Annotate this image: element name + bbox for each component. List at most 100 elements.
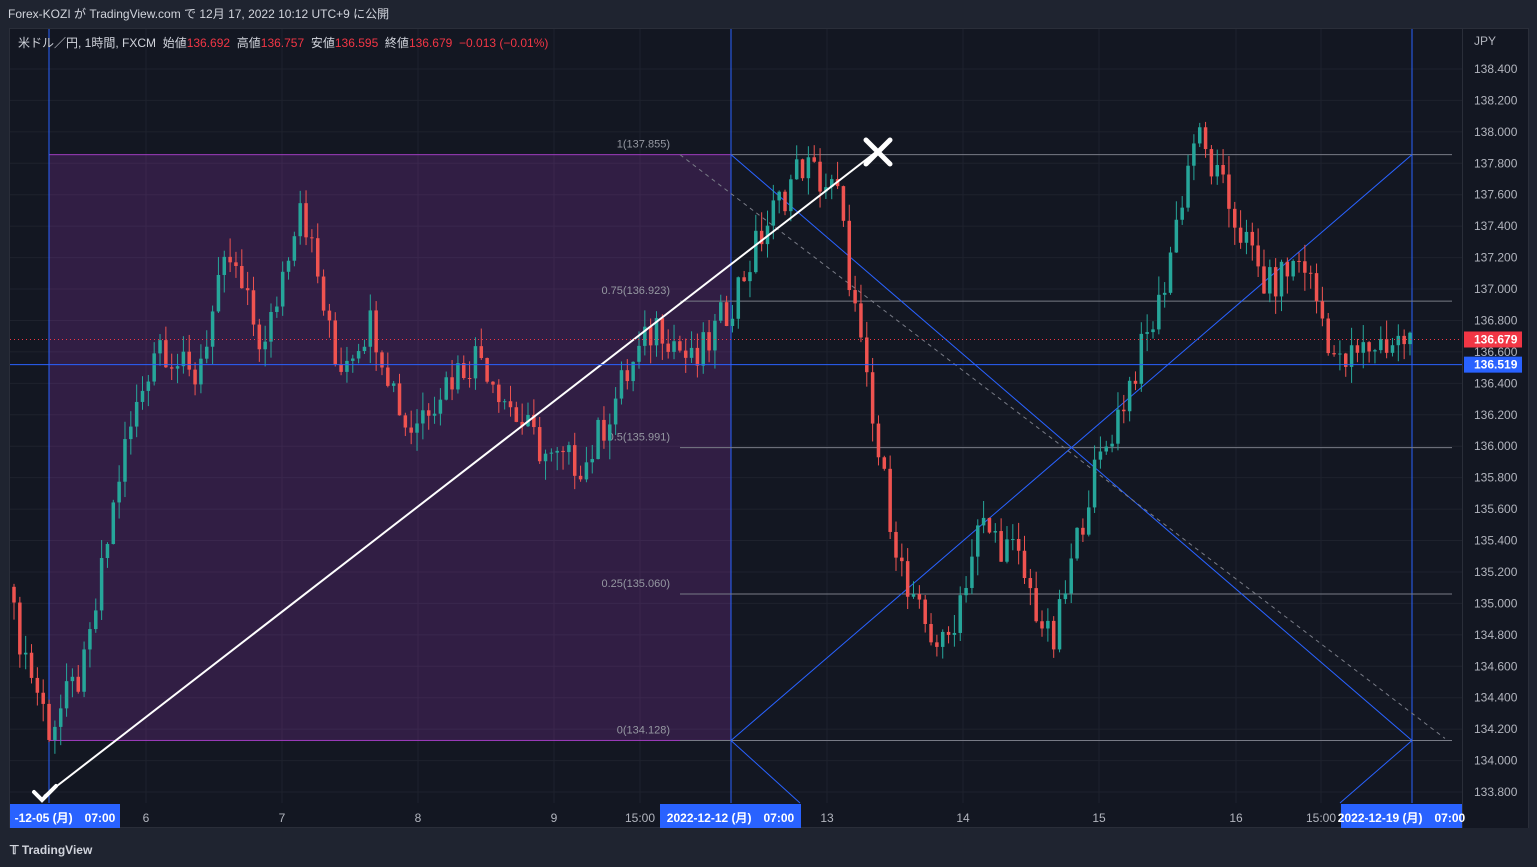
x-tick-label: 15:00 — [625, 811, 655, 825]
y-tick-label: 133.800 — [1474, 785, 1518, 799]
candle-body — [53, 726, 57, 740]
candle-body — [333, 320, 338, 365]
candle-body — [1133, 380, 1138, 384]
candle-body — [742, 277, 746, 282]
candle-body — [952, 632, 957, 635]
candle-body — [643, 326, 647, 346]
x-tick-label: 13 — [820, 811, 834, 825]
candle-body — [438, 399, 443, 414]
candle-body — [1326, 318, 1330, 354]
candle-body — [1011, 538, 1015, 540]
candle-body — [222, 256, 227, 275]
candle-body — [1057, 599, 1062, 650]
open-value: 136.692 — [186, 36, 231, 50]
y-tick-label: 135.600 — [1474, 502, 1518, 516]
candle-body — [894, 531, 898, 558]
candle-body — [64, 681, 69, 709]
y-tick-label: 134.000 — [1474, 754, 1518, 768]
candle-body — [310, 237, 314, 239]
gann-diagonal-ext — [1339, 740, 1413, 804]
candle-body — [1320, 301, 1325, 319]
candle-body — [829, 179, 834, 188]
chart-drawings: 1(137.855) 0.75(136.923) 0.5(135.991) 0.25(… — [48, 29, 1452, 804]
candle-body — [1373, 350, 1377, 352]
candle-body — [111, 502, 116, 545]
tradingview-logo[interactable]: 𝕋 TradingView — [10, 843, 93, 857]
candle-body — [403, 415, 408, 428]
candle-body — [1291, 260, 1295, 277]
x-highlight-text: 2022-12-12 (月) 07:00 — [667, 811, 795, 825]
candle-body — [1303, 261, 1307, 273]
candle-body — [70, 676, 75, 682]
candle-body — [578, 475, 583, 480]
x-highlight-text: -12-05 (月) 07:00 — [15, 811, 116, 825]
candle-body — [187, 351, 191, 370]
candle-body — [432, 413, 437, 416]
symbol-label[interactable]: 米ドル／円, 1時間, FXCM — [18, 36, 157, 50]
candle-body — [1262, 266, 1266, 294]
candle-body — [911, 594, 916, 597]
x-tick-label: 16 — [1229, 811, 1243, 825]
cross-icon — [863, 137, 893, 167]
candle-body — [1314, 273, 1319, 302]
high-label: 高値 — [236, 36, 261, 50]
candle-body — [1244, 231, 1249, 243]
candle-body — [181, 351, 186, 367]
candle-body — [736, 277, 741, 319]
candle-body — [140, 390, 145, 402]
x-tick-label: 15:00 — [1306, 811, 1336, 825]
candle-body — [269, 312, 273, 342]
y-tick-label: 136.200 — [1474, 408, 1518, 422]
fib-level-label: 0.75(136.923) — [602, 285, 671, 297]
candle-body — [251, 290, 256, 325]
candle-body — [1279, 261, 1284, 297]
candle-body — [549, 452, 554, 454]
candle-body — [473, 346, 478, 379]
candle-body — [701, 332, 705, 366]
candle-body — [146, 381, 151, 391]
candle-body — [275, 306, 279, 313]
dashed-projection — [679, 154, 1446, 739]
candle-body — [596, 419, 600, 460]
candle-body — [164, 340, 168, 368]
chart-pane[interactable] — [9, 28, 1463, 828]
high-value: 136.757 — [260, 36, 305, 50]
candle-body — [1046, 620, 1050, 629]
candle-body — [987, 517, 992, 533]
candle-body — [1197, 127, 1202, 144]
candle-body — [1203, 127, 1208, 150]
price-chart[interactable]: 1(137.855) 0.75(136.923) 0.5(135.991) 0.25(… — [0, 0, 1537, 836]
price-axis[interactable] — [1463, 28, 1529, 828]
candle-body — [1168, 252, 1173, 293]
y-tick-label: 134.800 — [1474, 628, 1518, 642]
candle-body — [426, 410, 431, 416]
candle-body — [1110, 443, 1114, 447]
candle-body — [970, 556, 974, 588]
candle-body — [1227, 174, 1231, 209]
candle-body — [292, 236, 297, 261]
line-price-text: 136.519 — [1474, 358, 1518, 372]
footer-bar: 𝕋 TradingView — [0, 836, 1537, 867]
candle-body — [497, 384, 501, 403]
candle-body — [321, 276, 326, 311]
candle-body — [981, 517, 986, 526]
publish-info-bar: Forex-KOZI が TradingView.com で 12月 17, 2… — [0, 0, 1537, 28]
candle-body — [397, 383, 402, 416]
candle-body — [1384, 339, 1389, 353]
candle-body — [1174, 219, 1179, 253]
y-tick-label: 137.400 — [1474, 219, 1518, 233]
candle-body — [210, 311, 215, 347]
candle-body — [759, 230, 764, 245]
candle-body — [444, 377, 448, 400]
candle-body — [1408, 332, 1412, 345]
candle-body — [1297, 260, 1301, 262]
candle-body — [175, 366, 180, 369]
candle-body — [1022, 550, 1027, 579]
y-tick-label: 137.000 — [1474, 282, 1518, 296]
candle-body — [853, 290, 857, 304]
candle-body — [286, 260, 291, 272]
candle-body — [1075, 527, 1079, 559]
y-tick-label: 137.200 — [1474, 251, 1518, 265]
candle-body — [240, 266, 244, 289]
candle-body — [82, 649, 86, 692]
